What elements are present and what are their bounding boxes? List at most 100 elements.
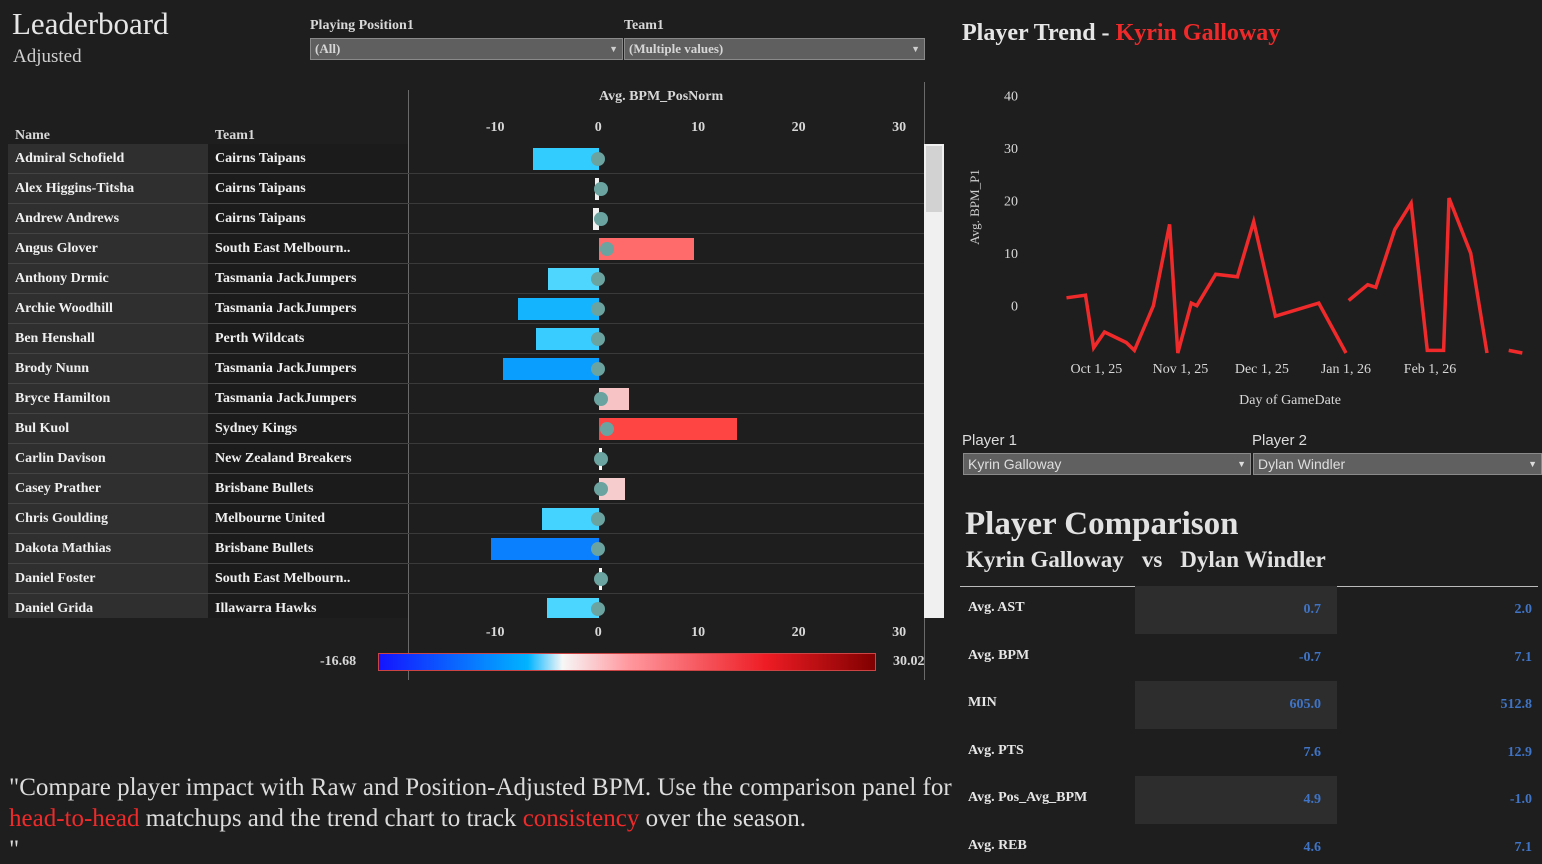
player-name-cell[interactable]: Archie Woodhill — [8, 294, 208, 323]
row-divider — [408, 563, 924, 564]
comparison-row: MIN 605.0 512.8 — [960, 681, 1542, 729]
row-divider — [408, 173, 924, 174]
raw-bpm-marker[interactable] — [590, 602, 605, 616]
player-name-cell[interactable]: Ben Henshall — [8, 324, 208, 353]
team-cell: Sydney Kings — [208, 414, 408, 443]
player-name-cell[interactable]: Chris Goulding — [8, 504, 208, 533]
bpm-bar[interactable] — [547, 268, 599, 290]
raw-bpm-marker[interactable] — [590, 152, 605, 166]
player-name-cell[interactable]: Anthony Drmic — [8, 264, 208, 293]
position-filter-value: (All) — [315, 41, 341, 56]
player-name-cell[interactable]: Bul Kuol — [8, 414, 208, 443]
raw-bpm-marker[interactable] — [594, 212, 608, 226]
raw-bpm-marker[interactable] — [600, 242, 615, 256]
player-name-cell[interactable]: Carlin Davison — [8, 444, 208, 473]
axis-tick-label: 0 — [594, 120, 602, 135]
row-divider — [408, 503, 924, 504]
bpm-bar[interactable] — [517, 298, 599, 320]
bpm-bar[interactable] — [502, 358, 599, 380]
table-row[interactable]: Bryce Hamilton Tasmania JackJumpers — [8, 384, 924, 414]
table-row[interactable]: Casey Prather Brisbane Bullets — [8, 474, 924, 504]
column-header-team[interactable]: Team1 — [215, 128, 255, 143]
raw-bpm-marker[interactable] — [594, 572, 608, 586]
raw-bpm-marker[interactable] — [594, 182, 608, 196]
table-row[interactable]: Archie Woodhill Tasmania JackJumpers — [8, 294, 924, 324]
row-divider — [408, 473, 924, 474]
player-name-cell[interactable]: Casey Prather — [8, 474, 208, 503]
team-cell: Brisbane Bullets — [208, 474, 408, 503]
row-divider — [408, 443, 924, 444]
y-tick-label: 40 — [1004, 90, 1018, 105]
bpm-bar[interactable] — [599, 418, 737, 440]
raw-bpm-marker[interactable] — [590, 302, 605, 316]
bpm-bar[interactable] — [535, 328, 599, 350]
player-name-cell[interactable]: Angus Glover — [8, 234, 208, 263]
raw-bpm-marker[interactable] — [594, 392, 608, 406]
comparison-player1: Kyrin Galloway — [966, 547, 1124, 572]
bpm-bar[interactable] — [541, 508, 599, 530]
raw-bpm-marker[interactable] — [590, 362, 605, 376]
player1-select[interactable]: Kyrin Galloway ▼ — [963, 453, 1251, 475]
trend-line-segment[interactable] — [1066, 214, 1348, 354]
comparison-row: Avg. BPM -0.7 7.1 — [960, 634, 1542, 682]
table-row[interactable]: Daniel Grida Illawarra Hawks — [8, 594, 924, 618]
bpm-bar[interactable] — [599, 388, 630, 410]
comparison-row: Avg. Pos_Avg_BPM 4.9 -1.0 — [960, 776, 1542, 824]
bpm-bar[interactable] — [491, 538, 599, 560]
table-row[interactable]: Anthony Drmic Tasmania JackJumpers — [8, 264, 924, 294]
row-divider — [408, 323, 924, 324]
bpm-bar[interactable] — [546, 598, 599, 618]
filter-label-position: Playing Position1 — [310, 18, 414, 33]
table-scrollbar-thumb[interactable] — [926, 146, 942, 212]
table-row[interactable]: Angus Glover South East Melbourn.. — [8, 234, 924, 264]
trend-title-prefix: Player Trend - — [962, 20, 1116, 46]
axis-tick-label: -10 — [485, 120, 505, 135]
table-row[interactable]: Admiral Schofield Cairns Taipans — [8, 144, 924, 174]
position-filter-dropdown[interactable]: (All) ▼ — [310, 38, 623, 60]
player-name-cell[interactable]: Admiral Schofield — [8, 144, 208, 173]
chevron-down-icon: ▼ — [911, 44, 920, 54]
x-tick-label: Dec 1, 25 — [1235, 362, 1289, 377]
raw-bpm-marker[interactable] — [590, 272, 605, 286]
table-row[interactable]: Chris Goulding Melbourne United — [8, 504, 924, 534]
chart-left-border — [408, 90, 409, 680]
raw-bpm-marker[interactable] — [594, 482, 608, 496]
raw-bpm-marker[interactable] — [594, 452, 608, 466]
bpm-bar[interactable] — [599, 238, 695, 260]
raw-bpm-marker[interactable] — [590, 512, 605, 526]
trend-line-segment[interactable] — [1347, 197, 1489, 354]
table-row[interactable]: Bul Kuol Sydney Kings — [8, 414, 924, 444]
raw-bpm-marker[interactable] — [590, 542, 605, 556]
color-legend-bar — [378, 653, 876, 671]
table-scrollbar[interactable] — [924, 144, 944, 618]
player2-select[interactable]: Dylan Windler ▼ — [1253, 453, 1542, 475]
table-row[interactable]: Andrew Andrews Cairns Taipans — [8, 204, 924, 234]
table-row[interactable]: Alex Higgins-Titsha Cairns Taipans — [8, 174, 924, 204]
column-header-name[interactable]: Name — [15, 128, 50, 143]
player1-value: Kyrin Galloway — [968, 456, 1062, 472]
row-divider — [8, 293, 408, 294]
player-name-cell[interactable]: Bryce Hamilton — [8, 384, 208, 413]
raw-bpm-marker[interactable] — [600, 422, 615, 436]
chevron-down-icon: ▼ — [609, 44, 618, 54]
team-filter-dropdown[interactable]: (Multiple values) ▼ — [624, 38, 925, 60]
y-axis-label: Avg. BPM_P1 — [967, 169, 982, 245]
axis-tick-label: 30 — [892, 625, 907, 640]
trend-line-segment[interactable] — [1508, 348, 1523, 355]
player-name-cell[interactable]: Andrew Andrews — [8, 204, 208, 233]
player-name-cell[interactable]: Daniel Foster — [8, 564, 208, 593]
row-divider — [8, 233, 408, 234]
player-name-cell[interactable]: Daniel Grida — [8, 594, 208, 618]
table-row[interactable]: Ben Henshall Perth Wildcats — [8, 324, 924, 354]
bpm-bar[interactable] — [532, 148, 599, 170]
table-row[interactable]: Carlin Davison New Zealand Breakers — [8, 444, 924, 474]
table-row[interactable]: Brody Nunn Tasmania JackJumpers — [8, 354, 924, 384]
team-cell: South East Melbourn.. — [208, 234, 408, 263]
table-row[interactable]: Dakota Mathias Brisbane Bullets — [8, 534, 924, 564]
table-row[interactable]: Daniel Foster South East Melbourn.. — [8, 564, 924, 594]
row-divider — [408, 263, 924, 264]
player-name-cell[interactable]: Alex Higgins-Titsha — [8, 174, 208, 203]
raw-bpm-marker[interactable] — [590, 332, 605, 346]
player-name-cell[interactable]: Dakota Mathias — [8, 534, 208, 563]
player-name-cell[interactable]: Brody Nunn — [8, 354, 208, 383]
